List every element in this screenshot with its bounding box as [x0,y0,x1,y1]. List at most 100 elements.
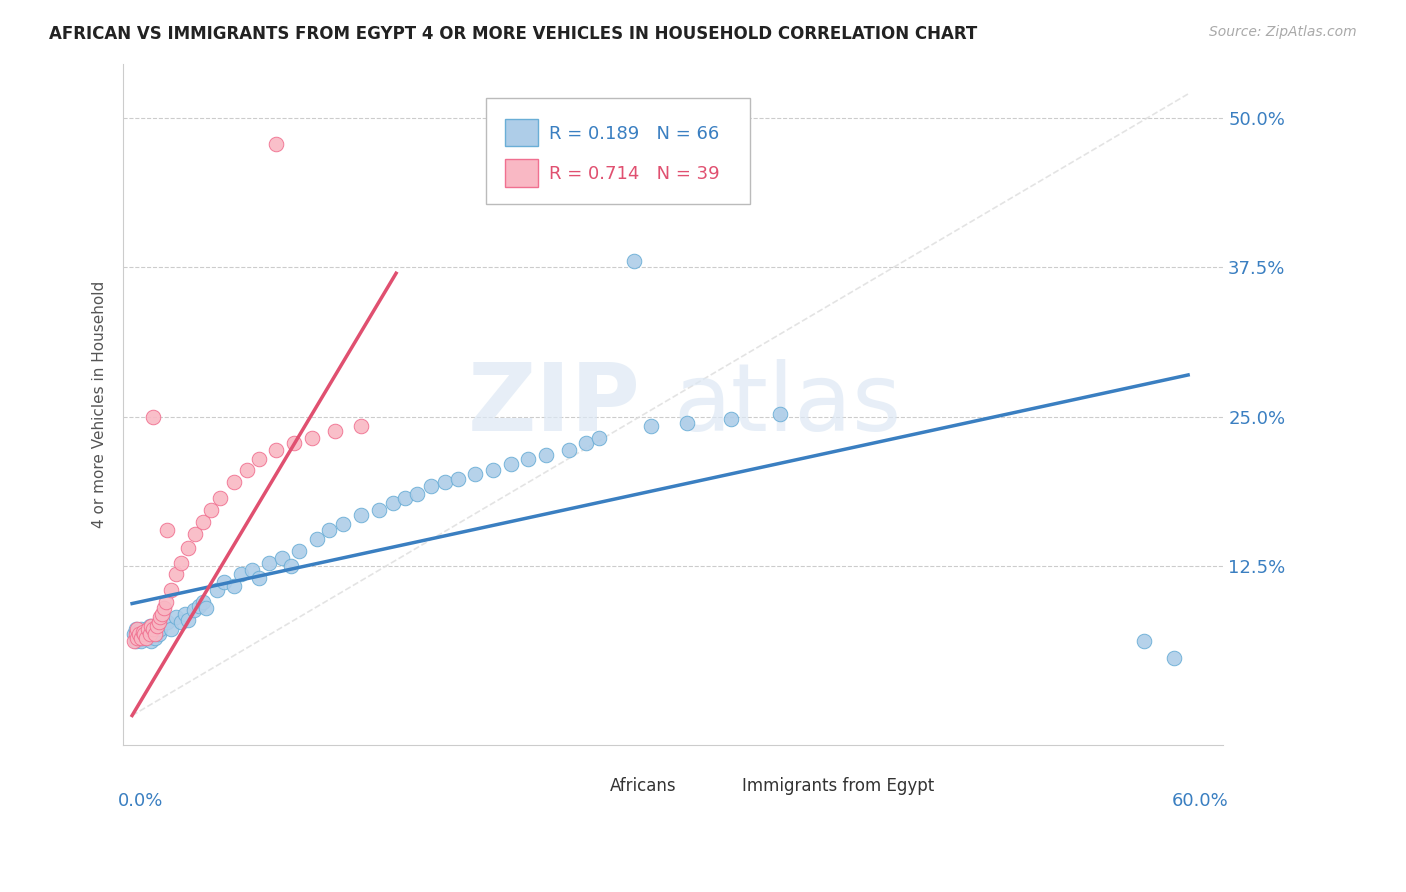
Point [332,517,354,532]
Point [155,595,177,609]
Point [288,543,311,558]
Point [135,631,157,645]
Point [283,436,305,450]
Point [381,496,404,510]
Point [205,582,228,597]
Point [301,431,323,445]
Point [131,631,153,645]
Point [165,567,187,582]
Point [149,610,172,624]
Point [270,550,292,565]
Point [482,463,505,477]
Point [177,541,200,556]
Point [177,613,200,627]
Point [434,475,457,490]
Point [136,631,159,645]
Point [174,607,197,621]
Point [165,610,187,624]
Point [145,624,167,639]
Text: Source: ZipAtlas.com: Source: ZipAtlas.com [1209,25,1357,39]
Point [188,599,211,613]
Point [127,631,149,645]
Point [447,472,470,486]
Point [127,631,149,645]
Point [150,607,173,621]
Point [138,627,160,641]
Point [156,523,179,537]
Point [159,582,181,597]
Point [191,515,214,529]
Point [184,526,207,541]
Bar [505,119,538,145]
Point [170,615,193,630]
Point [143,627,166,641]
Point [195,601,218,615]
Point [138,627,160,641]
Text: AFRICAN VS IMMIGRANTS FROM EGYPT 4 OR MORE VEHICLES IN HOUSEHOLD CORRELATION CHA: AFRICAN VS IMMIGRANTS FROM EGYPT 4 OR MO… [49,25,977,43]
Point [575,436,598,450]
Point [769,407,792,421]
Point [231,567,253,582]
Point [394,491,416,505]
Point [183,603,205,617]
Point [138,619,160,633]
Point [159,623,181,637]
Point [675,416,697,430]
Point [129,623,152,637]
Point [145,619,167,633]
Point [122,634,145,648]
Point [323,424,346,438]
Point [406,487,429,501]
Point [212,574,235,589]
Point [127,623,149,637]
Point [148,627,170,641]
Bar [711,780,735,797]
Point [1163,651,1185,665]
Point [135,624,157,639]
Y-axis label: 4 or more Vehicles in Household: 4 or more Vehicles in Household [93,281,107,528]
Point [191,595,214,609]
Point [235,463,257,477]
Point [156,615,179,630]
Text: R = 0.189   N = 66: R = 0.189 N = 66 [548,125,720,143]
Point [128,627,150,641]
Point [623,254,645,268]
Point [170,556,193,570]
Point [141,634,163,648]
Point [224,475,246,490]
Text: 0.0%: 0.0% [118,792,163,810]
Point [127,624,149,639]
Point [464,467,486,481]
Point [142,623,165,637]
Point [209,491,232,505]
Point [141,619,163,633]
Point [129,631,152,645]
Point [124,627,146,641]
Point [148,615,170,630]
Point [124,634,146,648]
Point [142,409,165,424]
Point [224,579,246,593]
Point [152,601,174,615]
Point [499,458,522,472]
Point [640,419,662,434]
FancyBboxPatch shape [486,98,751,203]
Point [122,627,145,641]
Point [1133,634,1156,648]
Point [318,523,340,537]
Point [305,532,328,546]
Point [280,559,302,574]
Point [588,431,610,445]
Point [128,627,150,641]
Point [557,443,579,458]
Bar [579,780,605,797]
Point [142,627,165,641]
Point [124,623,146,637]
Point [200,503,222,517]
Point [240,563,263,577]
Text: Africans: Africans [610,777,676,796]
Point [517,451,540,466]
Text: ZIP: ZIP [467,359,640,450]
Point [266,443,288,458]
Point [420,479,443,493]
